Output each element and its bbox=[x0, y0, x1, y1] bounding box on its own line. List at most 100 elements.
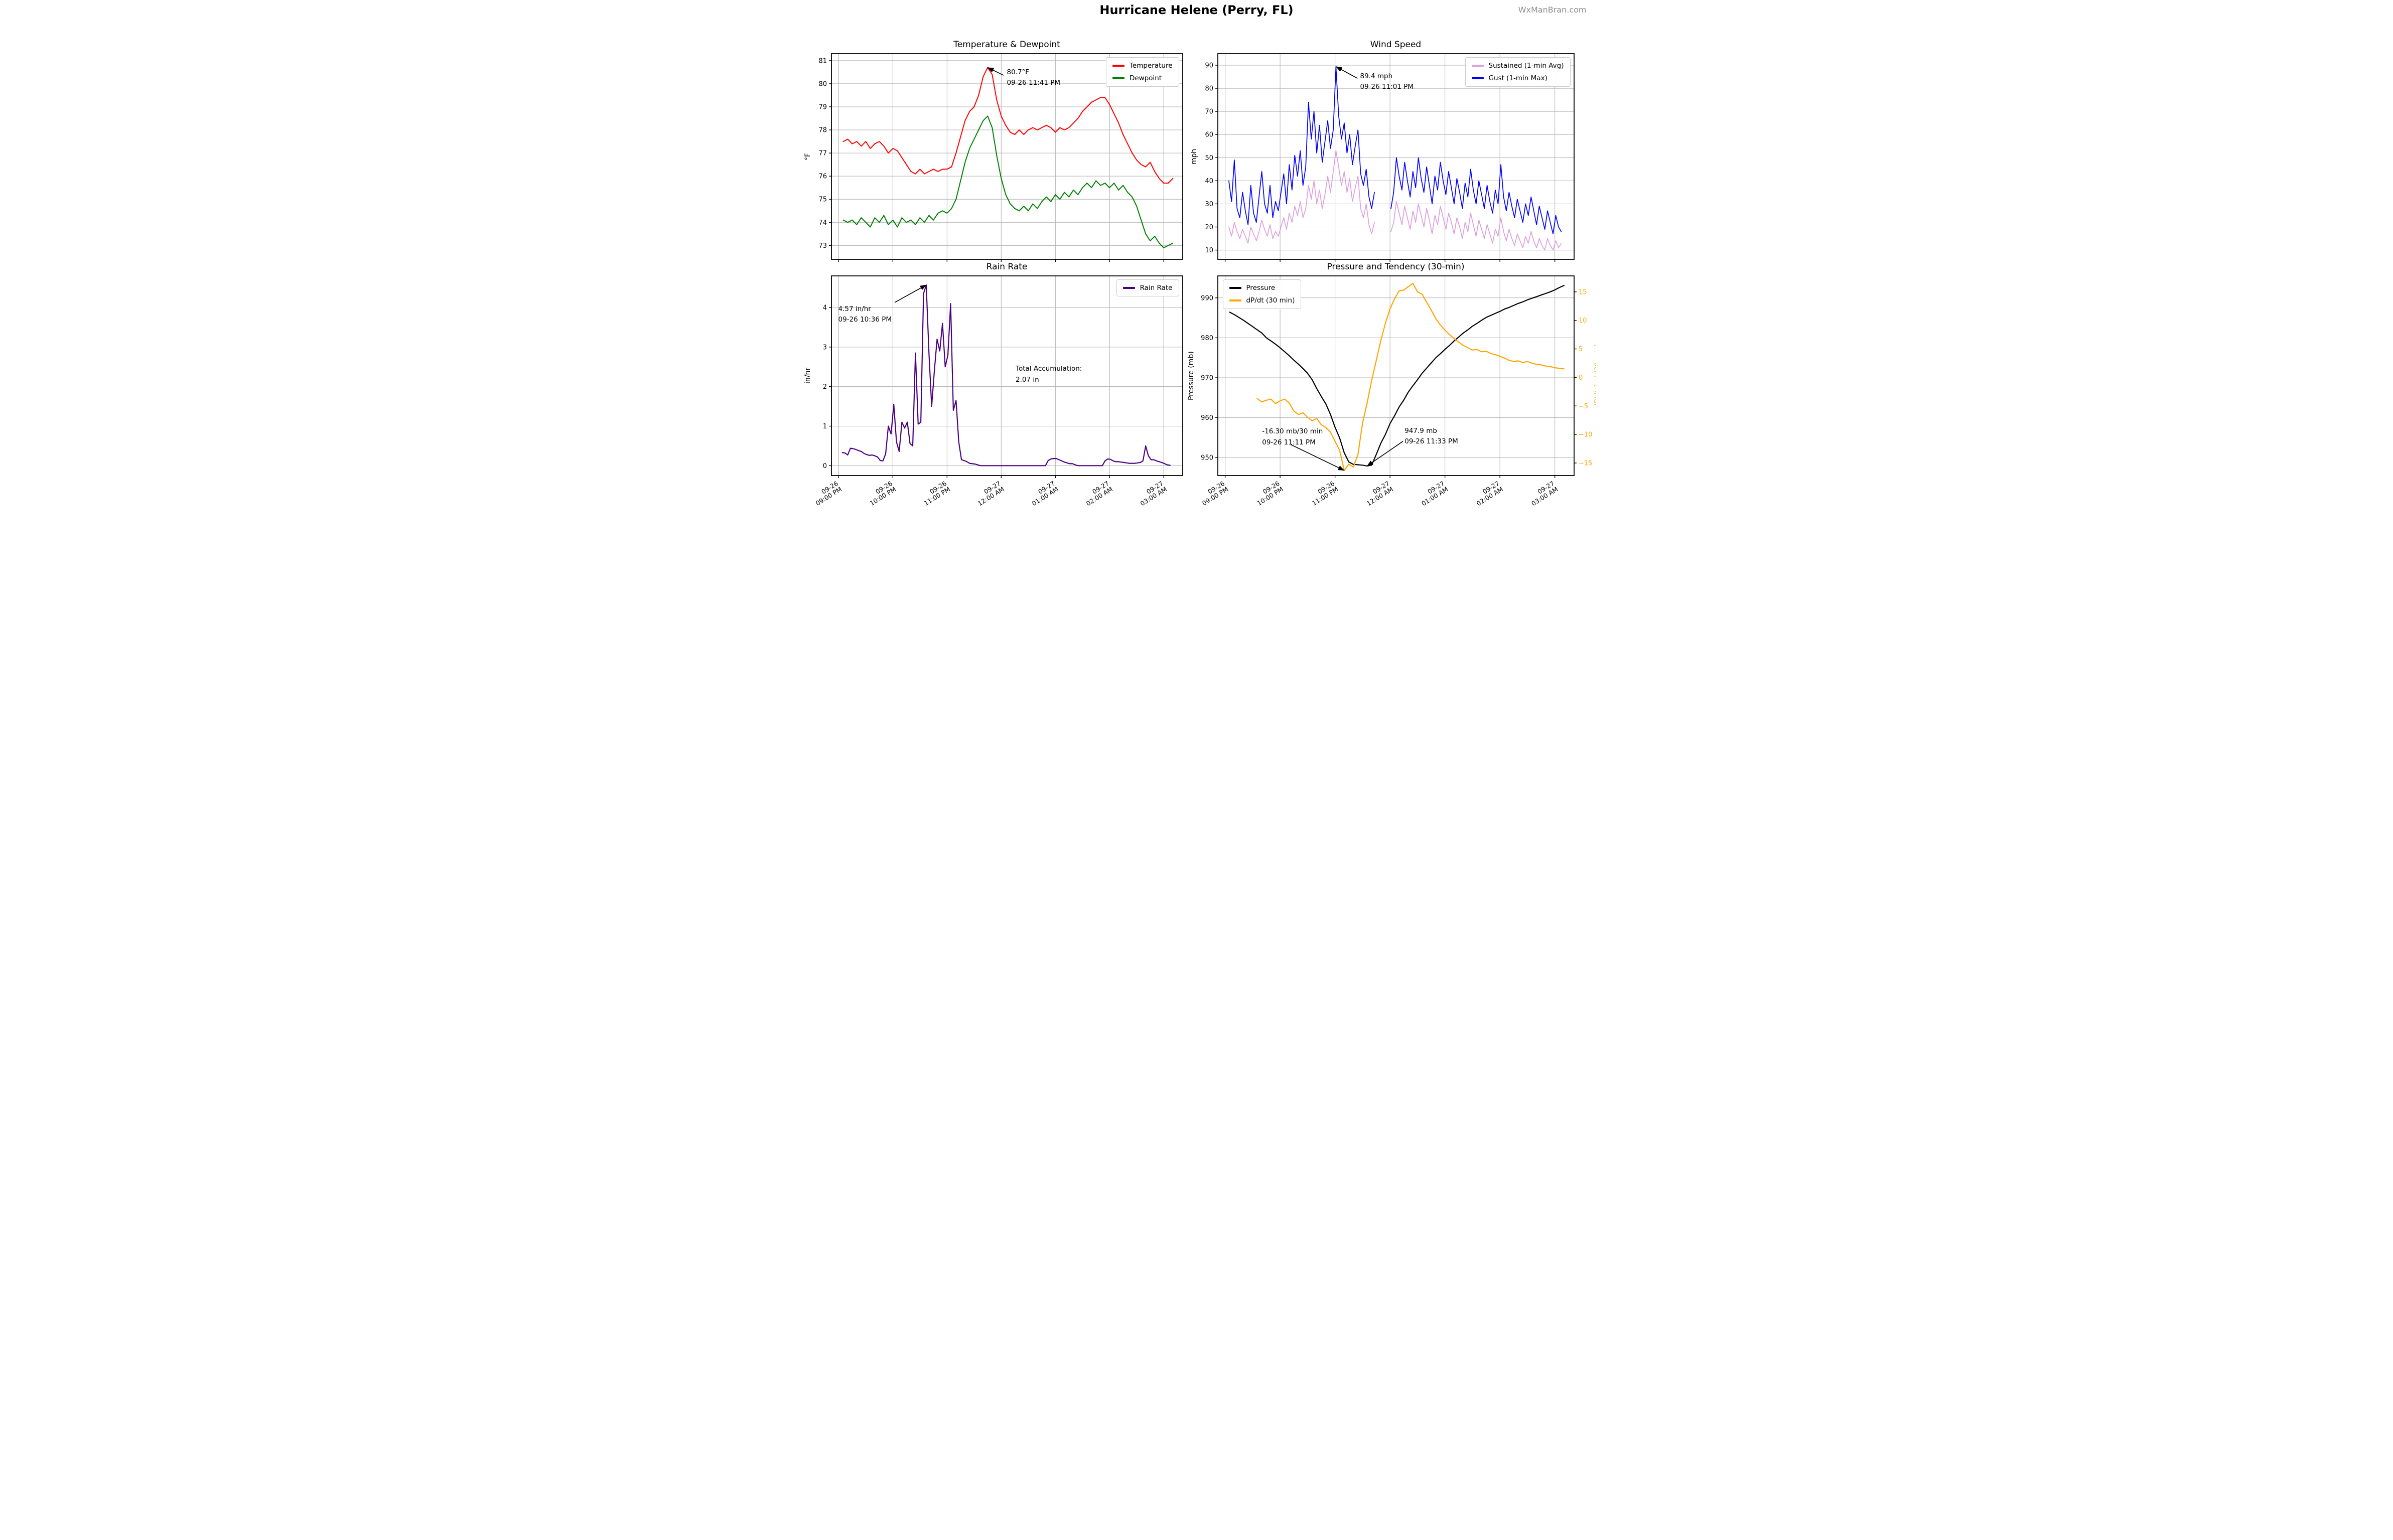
legend-swatch-icon bbox=[1112, 77, 1124, 79]
x-tick-label: 09-2702:00 AM bbox=[1471, 480, 1504, 508]
annotation-arrow bbox=[894, 284, 927, 303]
legend-label: Gust (1-min Max) bbox=[1488, 74, 1547, 82]
plot-border bbox=[830, 275, 1183, 476]
x-tick-label: 09-2609:00 PM bbox=[810, 480, 843, 507]
legend-item-sustained-1-min-avg-: Sustained (1-min Avg) bbox=[1471, 62, 1564, 70]
annotation-line: 09-26 11:33 PM bbox=[1404, 437, 1458, 446]
y-tick-label-right: −10 bbox=[1579, 431, 1592, 439]
chart-title-rain-rate: Rain Rate bbox=[986, 262, 1028, 272]
y-tick-label: 970 bbox=[1201, 374, 1213, 382]
y-tick-label: 77 bbox=[818, 150, 827, 158]
y-tick-label: 80 bbox=[818, 80, 827, 88]
y-axis-label-degf: °F bbox=[803, 152, 812, 161]
y-tick-label: 50 bbox=[1205, 155, 1213, 162]
y-tick-label: 70 bbox=[1205, 108, 1213, 116]
annotation-arrow bbox=[1290, 444, 1345, 471]
legend: Temperature Dewpoint bbox=[1105, 57, 1179, 87]
y-tick-label-right: −15 bbox=[1579, 459, 1592, 467]
legend-item-temperature: Temperature bbox=[1112, 62, 1173, 70]
x-tick-label: 09-2610:00 PM bbox=[865, 480, 897, 507]
y-tick-label: 960 bbox=[1201, 414, 1213, 422]
plot-border bbox=[1217, 53, 1575, 260]
annotation-line: -16.30 mb/30 min bbox=[1262, 427, 1323, 436]
annotation-line: 80.7°F bbox=[1007, 68, 1030, 76]
y-tick-label: 40 bbox=[1205, 178, 1213, 185]
y-tick-label-right: 5 bbox=[1579, 346, 1583, 353]
plot-border bbox=[830, 53, 1183, 260]
legend-item-dp-dt-30-min-: dP/dt (30 min) bbox=[1229, 296, 1295, 304]
legend-swatch-icon bbox=[1112, 65, 1124, 67]
x-tick-label: 09-2610:00 PM bbox=[1252, 480, 1285, 507]
y-tick-label-right: 15 bbox=[1579, 288, 1587, 296]
annotation-label: 947.9 mb 09-26 11:33 PM bbox=[1404, 426, 1458, 447]
x-tick-label: 09-2609:00 PM bbox=[1197, 480, 1229, 507]
legend-item-gust-1-min-max-: Gust (1-min Max) bbox=[1471, 74, 1564, 82]
legend-swatch-icon bbox=[1471, 65, 1484, 67]
plots-canvas: 73747576777879808110203040506070809009-2… bbox=[810, 53, 1592, 508]
y-tick-label: 30 bbox=[1205, 201, 1213, 208]
chart-wind-speed: Wind Speed mph 89.4 mph 09-26 11:01 PM Sus… bbox=[1190, 40, 1574, 259]
legend-item-pressure: Pressure bbox=[1229, 284, 1295, 292]
annotation-label: 80.7°F 09-26 11:41 PM bbox=[1007, 67, 1061, 89]
x-tick-label: 09-2703:00 AM bbox=[1526, 480, 1559, 508]
legend-label: Rain Rate bbox=[1140, 284, 1173, 292]
total-accumulation-note: Total Accumulation: 2.07 in bbox=[1016, 364, 1082, 385]
series-line-gust-1-min-max- bbox=[1228, 66, 1562, 235]
y-axis-label-inhr: in/hr bbox=[803, 367, 812, 384]
chart-temperature-dewpoint: Temperature & Dewpoint °F 80.7°F 09-26 11… bbox=[804, 40, 1183, 259]
legend-label: Pressure bbox=[1246, 284, 1276, 292]
x-tick-label: 09-2611:00 PM bbox=[919, 480, 951, 507]
legend-swatch-icon bbox=[1229, 299, 1241, 301]
legend-label: Dewpoint bbox=[1129, 74, 1162, 82]
total-accumulation-line2: 2.07 in bbox=[1016, 375, 1039, 384]
total-accumulation-line1: Total Accumulation: bbox=[1016, 365, 1082, 373]
x-tick-label: 09-2701:00 AM bbox=[1027, 480, 1059, 508]
y-tick-label: 75 bbox=[818, 196, 827, 204]
annotation-line: 89.4 mph bbox=[1360, 72, 1393, 80]
y-tick-label: 1 bbox=[822, 423, 826, 430]
y-axis-label-mph: mph bbox=[1190, 148, 1198, 165]
series-line-temperature bbox=[842, 67, 1173, 184]
legend-item-dewpoint: Dewpoint bbox=[1112, 74, 1173, 82]
y-tick-label: 950 bbox=[1201, 454, 1213, 462]
annotation-label: 4.57 in/hr 09-26 10:36 PM bbox=[838, 304, 892, 326]
y-tick-label: 60 bbox=[1205, 131, 1213, 139]
y-tick-label: 90 bbox=[1205, 62, 1213, 70]
legend-swatch-icon bbox=[1229, 287, 1241, 289]
legend: Pressure dP/dt (30 min) bbox=[1222, 279, 1302, 309]
y-tick-label: 80 bbox=[1205, 85, 1213, 93]
y-tick-label: 76 bbox=[818, 173, 827, 181]
annotation-label: 89.4 mph 09-26 11:01 PM bbox=[1360, 71, 1414, 93]
legend-swatch-icon bbox=[1122, 287, 1135, 289]
legend-item-rain-rate: Rain Rate bbox=[1122, 284, 1173, 292]
series-line-dewpoint bbox=[842, 115, 1173, 248]
annotation-label: -16.30 mb/30 min 09-26 11:11 PM bbox=[1262, 426, 1323, 448]
y-tick-label: 0 bbox=[822, 463, 826, 470]
x-tick-label: 09-2712:00 AM bbox=[1361, 480, 1394, 508]
y-tick-label: 78 bbox=[818, 127, 827, 134]
annotation-line: 09-26 10:36 PM bbox=[838, 316, 892, 324]
plot-border bbox=[1217, 275, 1575, 476]
y-tick-label: 73 bbox=[818, 242, 827, 250]
x-tick-label: 09-2703:00 AM bbox=[1135, 480, 1168, 508]
watermark: WxManBran.com bbox=[1518, 5, 1587, 15]
y-axis-label-pressure: Pressure (mb) bbox=[1187, 351, 1195, 400]
annotation-line: 09-26 11:41 PM bbox=[1007, 79, 1061, 87]
y-tick-label: 20 bbox=[1205, 224, 1213, 231]
x-tick-label: 09-2702:00 AM bbox=[1081, 480, 1113, 508]
chart-rain-rate: Rain Rate in/hr Total Accumulation: 2.07… bbox=[804, 262, 1183, 476]
annotation-line: 09-26 11:11 PM bbox=[1262, 438, 1316, 447]
series-line-rain-rate bbox=[841, 284, 1171, 467]
annotation-arrow bbox=[1335, 66, 1358, 79]
figure-canvas: Hurricane Helene (Perry, FL) WxManBran.c… bbox=[797, 0, 1596, 513]
y-tick-label: 10 bbox=[1205, 247, 1213, 254]
annotation-arrow bbox=[987, 67, 1004, 76]
y-tick-label: 3 bbox=[822, 344, 826, 351]
annotation-line: 09-26 11:01 PM bbox=[1360, 83, 1414, 91]
legend: Rain Rate bbox=[1116, 279, 1179, 296]
y-axis-label-dpdt: dP/dt (mb/30 min) bbox=[1593, 344, 1596, 408]
series-line-pressure bbox=[1229, 285, 1565, 467]
legend: Sustained (1-min Avg) Gust (1-min Max) bbox=[1465, 57, 1571, 87]
x-tick-label: 09-2611:00 PM bbox=[1307, 480, 1339, 507]
chart-title-temperature-dewpoint: Temperature & Dewpoint bbox=[953, 40, 1060, 50]
